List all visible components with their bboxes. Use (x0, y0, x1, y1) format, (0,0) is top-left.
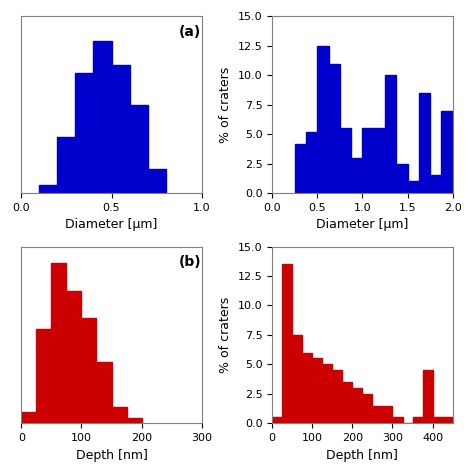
Bar (363, 394, 373, 423)
Bar (111, 407, 127, 423)
Bar (129, 105, 147, 193)
Bar (93, 41, 111, 193)
Bar (374, 128, 385, 193)
Bar (57, 137, 75, 193)
Bar (147, 169, 165, 193)
Bar (272, 417, 282, 423)
X-axis label: Diameter [μm]: Diameter [μm] (65, 219, 158, 231)
Bar (302, 353, 312, 423)
Bar (317, 46, 328, 193)
X-axis label: Diameter [μm]: Diameter [μm] (316, 219, 409, 231)
Bar (408, 182, 419, 193)
Bar (396, 164, 408, 193)
Bar (441, 111, 453, 193)
Bar (36, 329, 51, 423)
Bar (419, 93, 430, 193)
Bar (422, 370, 433, 423)
Bar (352, 388, 363, 423)
Bar (97, 363, 111, 423)
Bar (443, 417, 453, 423)
Bar (322, 365, 332, 423)
Bar (342, 382, 352, 423)
Bar (66, 291, 82, 423)
Bar (39, 185, 57, 193)
Bar (351, 158, 363, 193)
Bar (82, 319, 97, 423)
Bar (51, 263, 66, 423)
Bar (312, 358, 322, 423)
Bar (433, 417, 443, 423)
Text: (b): (b) (178, 255, 201, 269)
Y-axis label: % of craters: % of craters (219, 297, 232, 373)
X-axis label: Depth [nm]: Depth [nm] (327, 448, 398, 462)
Bar (295, 144, 306, 193)
Y-axis label: % of craters: % of craters (219, 67, 232, 143)
Bar (127, 418, 142, 423)
Bar (340, 128, 351, 193)
Bar (111, 64, 129, 193)
Bar (328, 64, 340, 193)
Bar (292, 335, 302, 423)
Bar (412, 417, 422, 423)
Bar (332, 370, 342, 423)
Bar (430, 175, 441, 193)
Bar (385, 75, 396, 193)
Bar (21, 412, 36, 423)
X-axis label: Depth [nm]: Depth [nm] (75, 448, 147, 462)
Bar (75, 73, 93, 193)
Bar (392, 417, 402, 423)
Bar (306, 132, 317, 193)
Bar (383, 406, 392, 423)
Bar (363, 128, 374, 193)
Text: (a): (a) (178, 25, 201, 39)
Bar (282, 264, 292, 423)
Bar (373, 406, 383, 423)
